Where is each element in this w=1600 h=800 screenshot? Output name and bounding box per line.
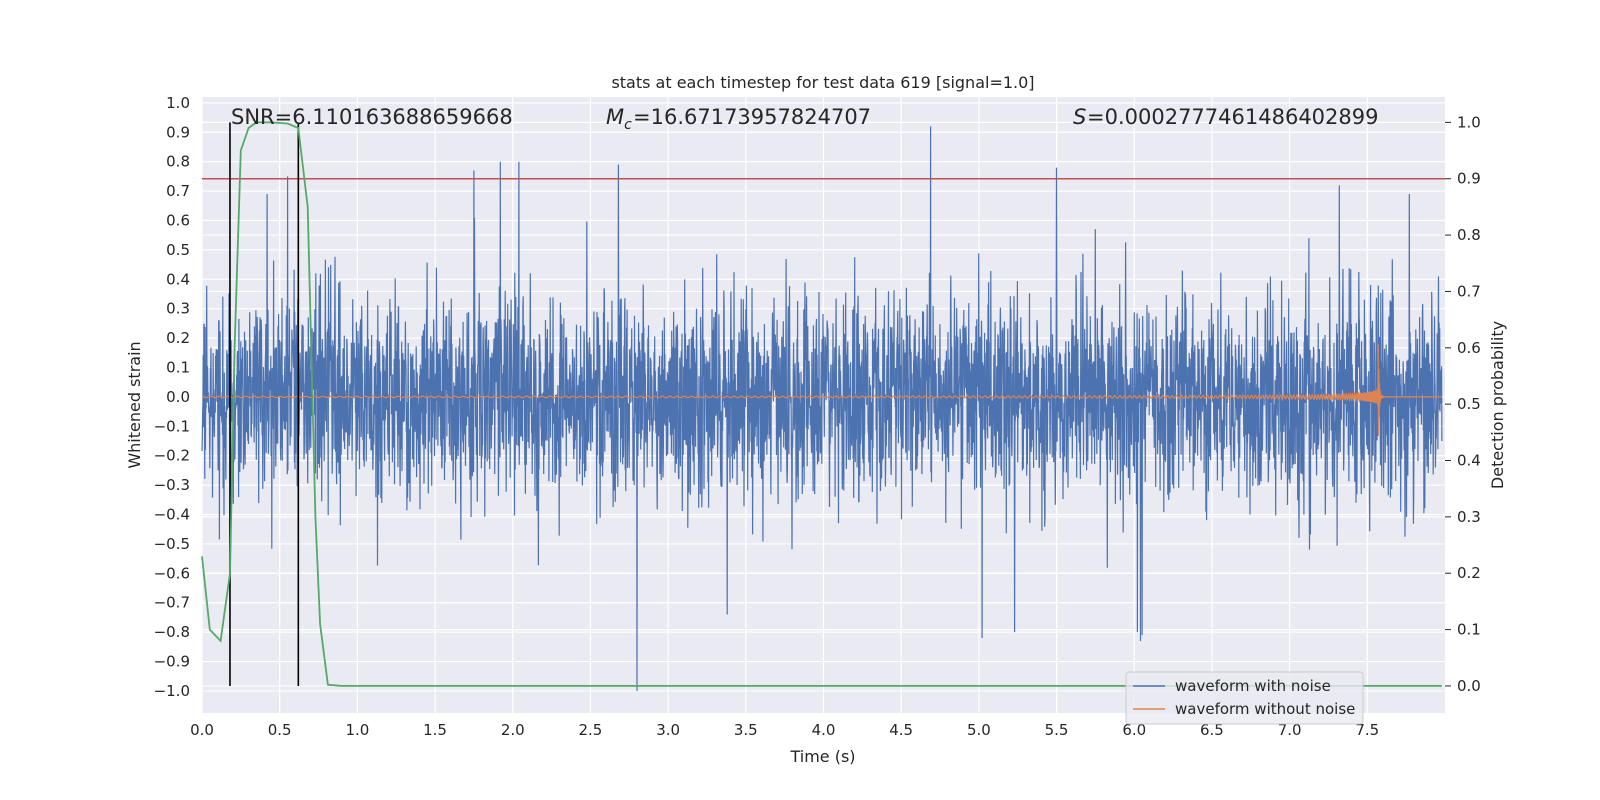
y-tick-label: −0.9 [154, 653, 190, 671]
series-waveform-without-noise [202, 344, 1442, 437]
x-tick-label: 6.5 [1200, 721, 1224, 739]
y-tick-label: −1.0 [154, 682, 190, 700]
legend-box [1125, 671, 1364, 725]
x-tick-label: 0.5 [268, 721, 292, 739]
s-annotation: S =0.0002777461486402899 [1073, 105, 1379, 129]
y-tick-label: −0.2 [154, 447, 190, 465]
x-tick-label: 6.0 [1122, 721, 1146, 739]
x-tick-label: 5.0 [967, 721, 991, 739]
y2-tick-label: 0.7 [1457, 282, 1481, 300]
overlays [201, 121, 1445, 687]
axis-ticks: 0.0 0.5 1.0 1.5 2.0 2.5 3.0 3.5 4.0 4.5 5.0 5.5 6.0 6… [154, 94, 1481, 739]
legend: waveform with noise waveform without noi… [1125, 671, 1364, 725]
y2-axis-label: Detection probability [1488, 321, 1507, 489]
y-tick-label: −0.3 [154, 476, 190, 494]
x-axis-label: Time (s) [789, 747, 855, 766]
y-tick-label: 0.4 [166, 270, 190, 288]
x-tick-label: 1.5 [423, 721, 447, 739]
y2-tick-label: 0.2 [1457, 564, 1481, 582]
x-tick-label: 0.0 [190, 721, 214, 739]
y2-tick-label: 0.6 [1457, 339, 1481, 357]
y-tick-label: −0.7 [154, 594, 190, 612]
y-tick-label: 0.8 [166, 153, 190, 171]
x-tick-label: 7.5 [1355, 721, 1379, 739]
y2-tick-label: 0.4 [1457, 452, 1481, 470]
chart-title: stats at each timestep for test data 619… [611, 73, 1034, 92]
s-value: =0.0002777461486402899 [1087, 105, 1379, 129]
y-tick-label: 0.2 [166, 329, 190, 347]
mc-annotation: Mc =16.67173957824707 [606, 105, 871, 133]
mc-symbol: Mc [606, 105, 632, 133]
detection-probability-line [201, 121, 1442, 687]
y2-tick-label: 0.8 [1457, 226, 1481, 244]
legend-label-clean: waveform without noise [1175, 700, 1355, 718]
x-tick-label: 5.5 [1045, 721, 1069, 739]
legend-label-noise: waveform with noise [1175, 677, 1331, 695]
snr-annotation: SNR=6.110163688659668 [231, 105, 513, 129]
y-tick-label: 0.1 [166, 359, 190, 377]
x-tick-label: 4.0 [812, 721, 836, 739]
y2-tick-label: 1.0 [1457, 113, 1481, 131]
x-tick-label: 2.0 [501, 721, 525, 739]
y-tick-label: 0.0 [166, 388, 190, 406]
waveform-without-noise-line [202, 344, 1442, 437]
x-tick-label: 1.0 [345, 721, 369, 739]
y-tick-label: −0.4 [154, 506, 190, 524]
y-tick-label: 1.0 [166, 94, 190, 112]
s-symbol: S [1073, 105, 1086, 129]
y-tick-label: −0.5 [154, 535, 190, 553]
y-tick-label: 0.6 [166, 211, 190, 229]
y2-tick-label: 0.3 [1457, 508, 1481, 526]
y-axis-label: Whitened strain [125, 341, 144, 468]
x-tick-label: 3.0 [656, 721, 680, 739]
x-tick-label: 7.0 [1278, 721, 1302, 739]
y2-tick-label: 0.1 [1457, 621, 1481, 639]
y-tick-label: 0.3 [166, 300, 190, 318]
y-tick-label: 0.7 [166, 182, 190, 200]
y2-tick-label: 0.5 [1457, 395, 1481, 413]
x-tick-label: 4.5 [889, 721, 913, 739]
waveform-with-noise-line [201, 126, 1443, 691]
y-tick-label: −0.1 [154, 417, 190, 435]
y-tick-label: 0.5 [166, 241, 190, 259]
y2-tick-label: 0.9 [1457, 170, 1481, 188]
y-tick-label: 0.9 [166, 123, 190, 141]
x-tick-label: 3.5 [734, 721, 758, 739]
mc-value: =16.67173957824707 [633, 105, 871, 129]
x-tick-label: 2.5 [579, 721, 603, 739]
y-tick-label: −0.6 [154, 564, 190, 582]
y2-tick-label: 0.0 [1457, 677, 1481, 695]
y-tick-label: −0.8 [154, 623, 190, 641]
series-waveform-with-noise [201, 126, 1443, 691]
